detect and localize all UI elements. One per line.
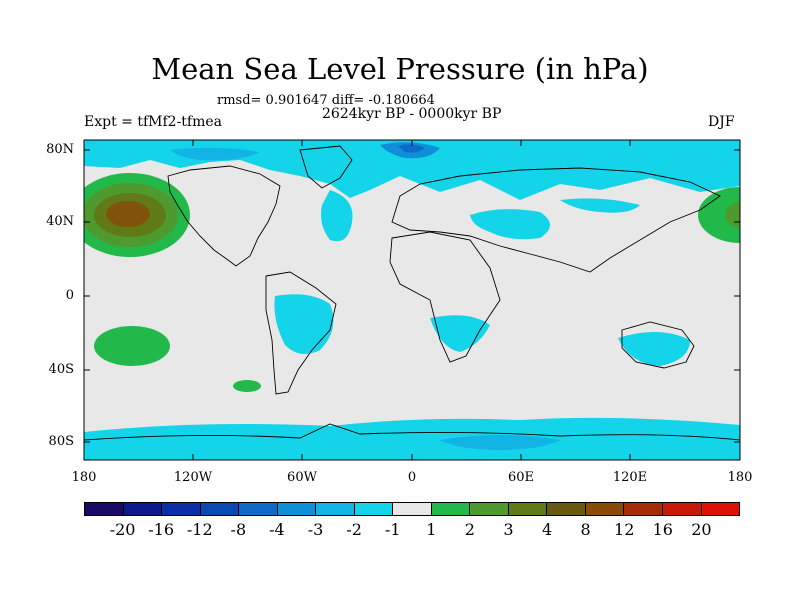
colorbar-label: -8 [230,520,247,539]
coast-africa [389,231,501,363]
south-america-negative [274,294,334,354]
colorbar-swatch [470,503,509,515]
x-label-120e: 120E [612,470,648,485]
map-background [84,140,740,460]
colorbar-label: 3 [503,520,514,539]
greenland-minus2 [170,147,260,161]
colorbar-swatch [547,503,586,515]
y-label-80s: 80S [48,434,74,449]
colorbar-swatch [123,503,163,515]
colorbar-swatch [85,503,124,515]
colorbar-swatch [393,503,432,515]
coast-greenland [299,145,353,189]
colorbar-swatch [316,503,355,515]
coast-australia [621,321,695,369]
colorbar-swatch [354,503,394,515]
x-label-60e: 60E [507,470,535,485]
x-label-0: 0 [407,470,417,485]
stats-text: rmsd= 0.901647 diff= -0.180664 [217,93,435,108]
mediterranean-negative [470,209,550,240]
spac-positive [94,326,170,366]
africa-negative [430,315,490,352]
colorbar-label: -12 [186,520,213,539]
coast-south-america [265,271,337,395]
australia-negative [618,331,690,366]
y-label-80n: 80N [46,142,74,157]
colorbar-label: 16 [652,520,673,539]
colorbar-label: 1 [426,520,437,539]
period-text: 2624kyr BP - 0000kyr BP [322,106,502,122]
colorbar-swatch [508,503,548,515]
colorbar-swatch [662,503,702,515]
colorbar-label: -3 [307,520,324,539]
chart-title: Mean Sea Level Pressure (in hPa) [151,52,649,86]
x-label-120w: 120W [173,470,213,485]
colorbar-label: 20 [691,520,712,539]
colorbar-label: -4 [269,520,285,539]
colorbar-swatch [585,503,625,515]
npac-positive-right [698,187,740,243]
x-label-180w: 180 [71,470,97,485]
arctic-minus4 [398,144,425,153]
coastlines [84,145,740,441]
coast-antarctica [84,423,740,441]
coast-north-america [167,165,281,267]
coast-eurasia [391,167,721,273]
east-asia-negative [560,198,640,213]
axis-ticks [84,140,740,460]
colorbar-label: -2 [346,520,362,539]
npac-positive-8 [106,201,150,227]
colorbar-label: 2 [464,520,475,539]
colorbar-swatch [431,503,471,515]
southern-ocean-negative [84,417,740,460]
colorbar-label: -16 [148,520,175,539]
y-label-40s: 40S [48,362,74,377]
colorbar-label: -1 [384,520,401,539]
x-label-60w: 60W [287,470,317,485]
colorbar-swatch [624,503,663,515]
experiment-label: Expt = tfMf2-tfmea [84,114,223,130]
y-label-0: 0 [65,288,74,303]
north-atlantic-negative [321,190,353,242]
colorbar-swatch [277,503,317,515]
southern-ocean-minus2 [440,435,560,450]
colorbar-swatch [701,503,740,515]
y-label-40n: 40N [46,214,74,229]
colorbar-swatch [200,503,240,515]
colorbar [84,502,740,516]
map-field [84,140,740,460]
season-label: DJF [708,114,735,130]
colorbar-swatch [162,503,201,515]
south-america-positive [233,380,261,392]
colorbar-swatch [239,503,278,515]
colorbar-label: 12 [614,520,635,539]
npac-positive-right-3 [725,201,740,229]
colorbar-label: -20 [109,520,136,539]
colorbar-label: 4 [541,520,553,539]
x-label-180e: 180 [727,470,753,485]
colorbar-label: 8 [580,520,591,539]
